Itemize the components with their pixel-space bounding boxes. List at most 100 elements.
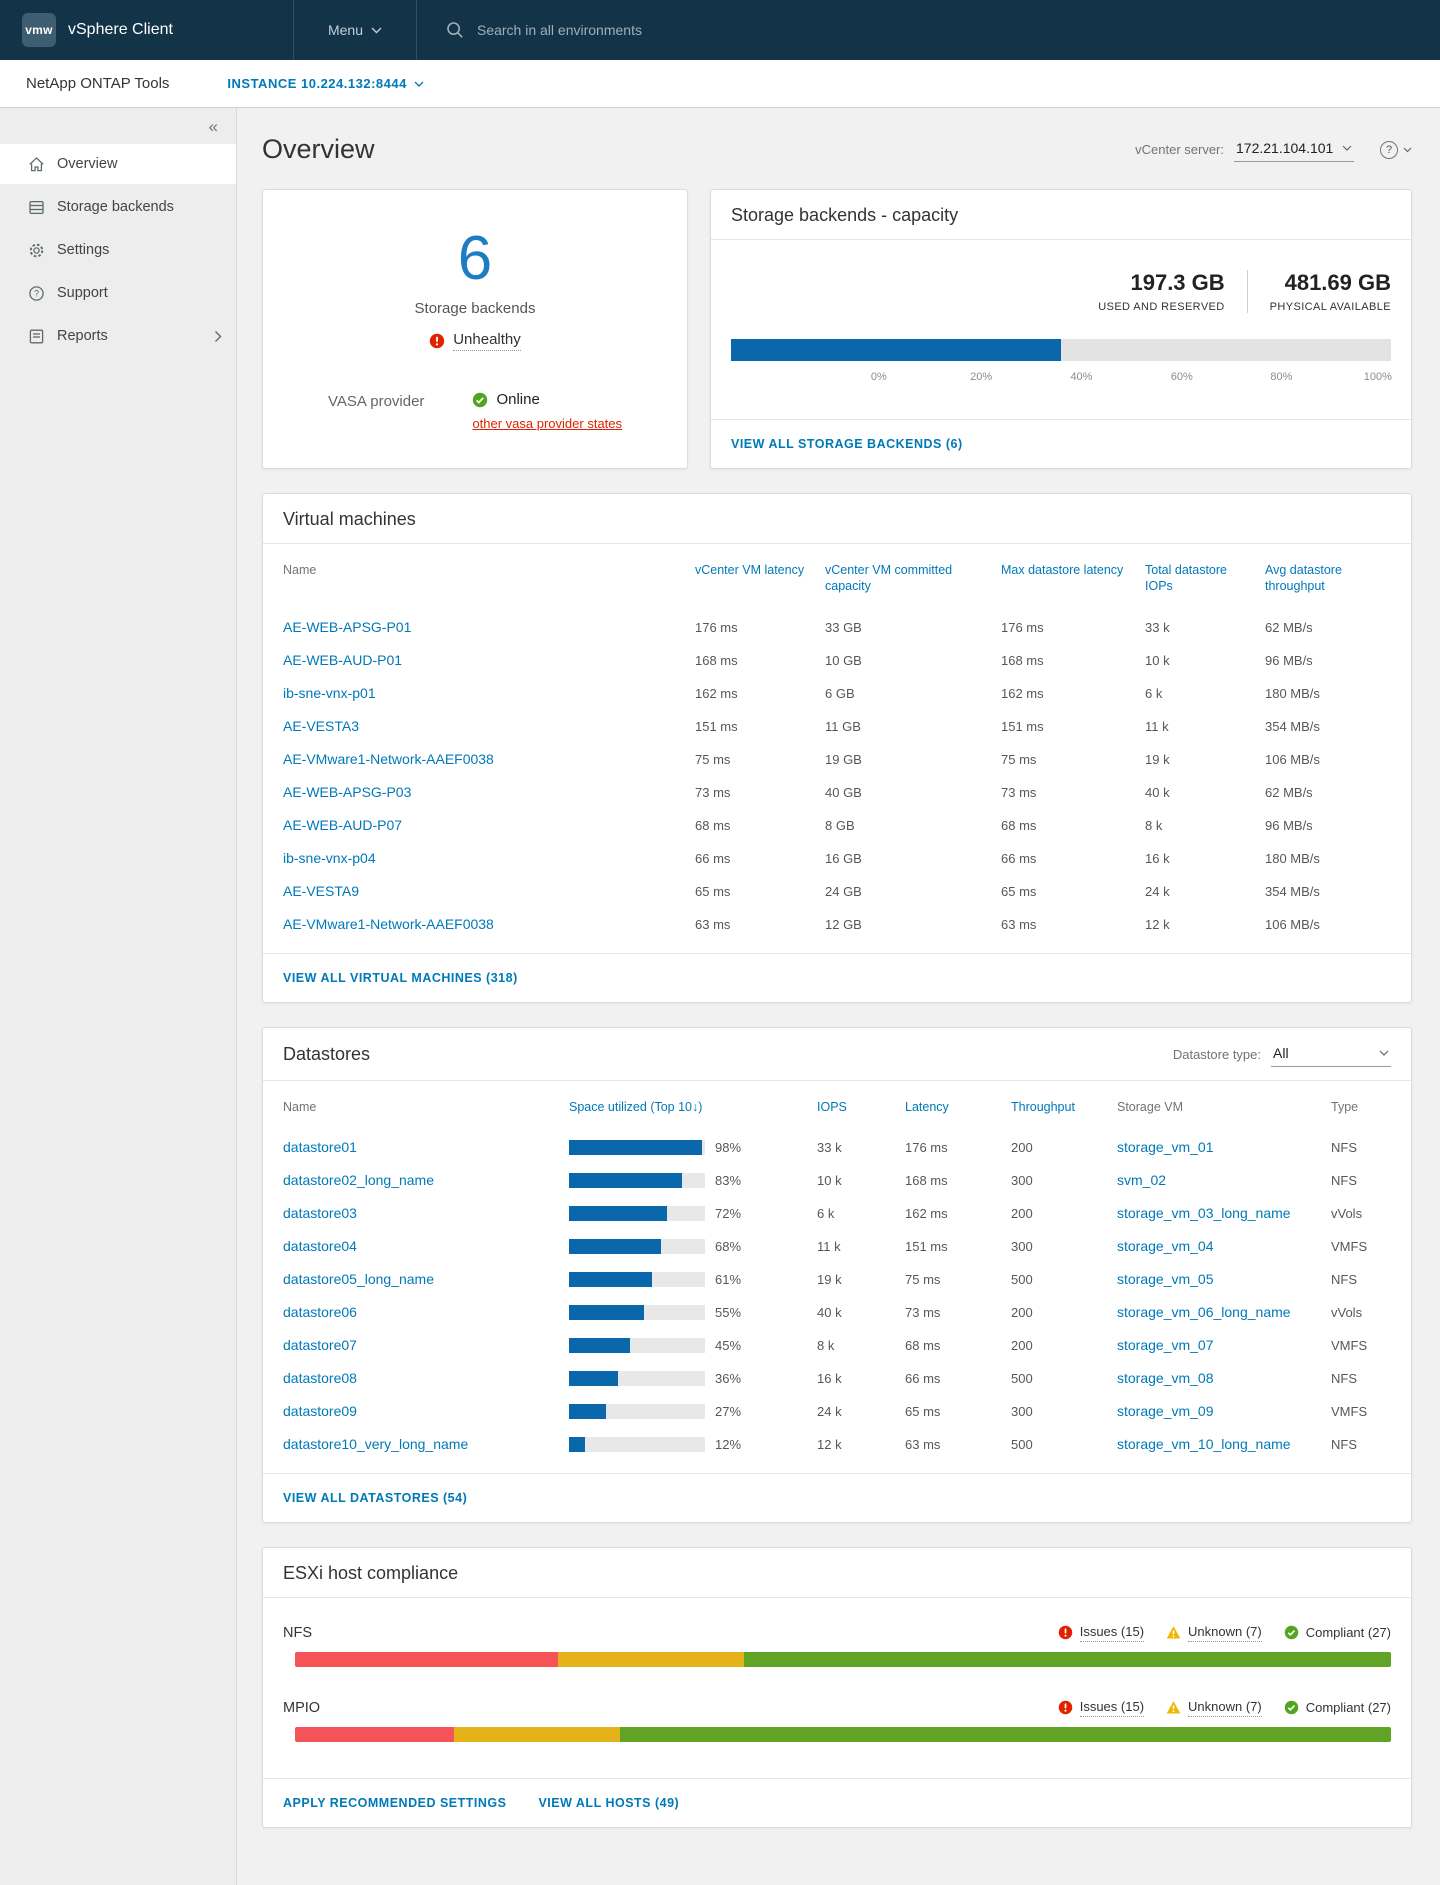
storage-vm-link[interactable]: storage_vm_03_long_name — [1117, 1205, 1291, 1222]
used-reserved-label: USED AND RESERVED — [1098, 301, 1225, 313]
vcenter-server-select[interactable]: 172.21.104.101 — [1234, 138, 1354, 162]
menu-button[interactable]: Menu — [292, 0, 417, 60]
vm-name-link[interactable]: AE-VMware1-Network-AAEF0038 — [283, 916, 494, 932]
vm-col-avg-throughput[interactable]: Avg datastore throughput — [1265, 563, 1342, 594]
unknown-count[interactable]: Unknown (7) — [1188, 1624, 1262, 1642]
capacity-progress-bar — [731, 339, 1391, 361]
ds-col-throughput[interactable]: Throughput — [1011, 1099, 1075, 1114]
vm-name-link[interactable]: AE-VMware1-Network-AAEF0038 — [283, 751, 494, 767]
datastore-name-link[interactable]: datastore04 — [283, 1238, 357, 1255]
datastore-name-link[interactable]: datastore05_long_name — [283, 1271, 435, 1288]
vm-max-latency-value: 63 ms — [1001, 916, 1037, 932]
sidebar-collapse-button[interactable]: « — [208, 116, 218, 136]
space-utilized-bar — [569, 1139, 705, 1155]
compliance-row: MPIO Issues (15) — [283, 1699, 1391, 1742]
storage-vm-link[interactable]: storage_vm_05 — [1117, 1271, 1214, 1288]
datastores-card: Datastores Datastore type: All Name Spac… — [262, 1026, 1412, 1523]
sidebar-item-label: Overview — [57, 156, 118, 172]
ds-col-iops[interactable]: IOPS — [817, 1099, 847, 1114]
storage-backends-capacity-card: Storage backends - capacity 197.3 GB USE… — [710, 189, 1412, 469]
vm-name-link[interactable]: AE-WEB-AUD-P07 — [283, 817, 403, 833]
help-menu[interactable]: ? — [1380, 140, 1412, 159]
compliant-count: Compliant (27) — [1305, 1700, 1391, 1716]
view-all-storage-backends-link[interactable]: VIEW ALL STORAGE BACKENDS (6) — [731, 437, 963, 451]
warning-icon — [1166, 1626, 1181, 1639]
table-row: datastore03 72% 6 k 162 ms 200 storage_v… — [283, 1197, 1391, 1230]
vm-name-link[interactable]: ib-sne-vnx-p01 — [283, 685, 376, 701]
space-utilized-fill — [569, 1238, 662, 1254]
storage-vm-link[interactable]: storage_vm_10_long_name — [1117, 1436, 1291, 1453]
storage-vm-link[interactable]: storage_vm_08 — [1117, 1370, 1214, 1387]
storage-vm-link[interactable]: storage_vm_06_long_name — [1117, 1304, 1291, 1321]
chevron-down-icon — [1403, 147, 1412, 152]
ds-throughput-value: 200 — [1011, 1337, 1033, 1353]
vm-col-total-iops[interactable]: Total datastore IOPs — [1145, 563, 1227, 594]
datastore-name-link[interactable]: datastore06 — [283, 1304, 357, 1321]
datastore-type-select[interactable]: All — [1271, 1043, 1391, 1067]
datastore-name-link[interactable]: datastore02_long_name — [283, 1172, 435, 1189]
main-content: Overview vCenter server: 172.21.104.101 … — [237, 108, 1440, 1885]
health-status-badge[interactable]: Unhealthy — [453, 331, 521, 351]
vm-max-latency-value: 162 ms — [1001, 685, 1044, 701]
storage-vm-link[interactable]: storage_vm_04 — [1117, 1238, 1214, 1255]
vm-name-link[interactable]: AE-VESTA3 — [283, 718, 359, 734]
ds-throughput-value: 500 — [1011, 1436, 1033, 1452]
apply-recommended-settings-link[interactable]: APPLY RECOMMENDED SETTINGS — [283, 1795, 507, 1810]
unknown-count[interactable]: Unknown (7) — [1188, 1699, 1262, 1717]
issues-count[interactable]: Issues (15) — [1079, 1624, 1145, 1642]
table-row: AE-VMware1-Network-AAEF0038 63 ms 12 GB … — [283, 908, 1391, 941]
ds-throughput-value: 500 — [1011, 1271, 1033, 1287]
vm-col-committed-capacity[interactable]: vCenter VM committed capacity — [825, 563, 953, 594]
compliance-row: NFS Issues (15) — [283, 1624, 1391, 1667]
vm-max-latency-value: 75 ms — [1001, 751, 1037, 767]
sidebar-item-storage-backends[interactable]: Storage backends — [0, 187, 236, 227]
space-utilized-bar — [569, 1271, 705, 1287]
vm-name-link[interactable]: AE-WEB-APSG-P01 — [283, 619, 412, 635]
issues-count[interactable]: Issues (15) — [1079, 1699, 1145, 1717]
vm-committed-value: 40 GB — [825, 784, 862, 800]
ds-col-space-utilized[interactable]: Space utilized (Top 10↓) — [569, 1099, 817, 1115]
home-icon — [29, 156, 44, 171]
vm-name-link[interactable]: AE-WEB-APSG-P03 — [283, 784, 412, 800]
sidebar-item-support[interactable]: ? Support — [0, 273, 236, 313]
datastore-name-link[interactable]: datastore09 — [283, 1403, 357, 1420]
ds-col-latency[interactable]: Latency — [905, 1099, 949, 1114]
compliant-legend: Compliant (27) — [1284, 1700, 1391, 1715]
sidebar-item-overview[interactable]: Overview — [0, 144, 236, 184]
datastore-name-link[interactable]: datastore03 — [283, 1205, 357, 1222]
ds-throughput-value: 200 — [1011, 1304, 1033, 1320]
vm-latency-value: 73 ms — [695, 784, 731, 800]
instance-selector[interactable]: INSTANCE 10.224.132:8444 — [227, 76, 424, 91]
other-vasa-states-link[interactable]: other vasa provider states — [472, 416, 623, 431]
ds-iops-value: 12 k — [817, 1436, 842, 1452]
datastore-name-link[interactable]: datastore08 — [283, 1370, 357, 1387]
storage-vm-link[interactable]: storage_vm_07 — [1117, 1337, 1214, 1354]
view-all-hosts-link[interactable]: VIEW ALL HOSTS (49) — [538, 1795, 680, 1810]
vm-name-link[interactable]: ib-sne-vnx-p04 — [283, 850, 376, 866]
sidebar-item-settings[interactable]: Settings — [0, 230, 236, 270]
vm-col-max-ds-latency[interactable]: Max datastore latency — [1001, 563, 1124, 577]
datastore-name-link[interactable]: datastore10_very_long_name — [283, 1436, 469, 1453]
storage-vm-link[interactable]: storage_vm_09 — [1117, 1403, 1214, 1420]
vm-card-title: Virtual machines — [283, 509, 416, 529]
view-all-vms-link[interactable]: VIEW ALL VIRTUAL MACHINES (318) — [283, 970, 518, 985]
datastore-name-link[interactable]: datastore01 — [283, 1139, 357, 1156]
ds-throughput-value: 300 — [1011, 1403, 1033, 1419]
vm-name-link[interactable]: AE-WEB-AUD-P01 — [283, 652, 403, 668]
vm-iops-value: 12 k — [1145, 916, 1170, 932]
vm-col-vcenter-latency[interactable]: vCenter VM latency — [695, 563, 805, 577]
view-all-datastores-link[interactable]: VIEW ALL DATASTORES (54) — [283, 1490, 468, 1505]
storage-vm-link[interactable]: storage_vm_01 — [1117, 1139, 1214, 1156]
storage-vm-link[interactable]: svm_02 — [1117, 1172, 1167, 1189]
vm-latency-value: 151 ms — [695, 718, 738, 734]
global-search-input[interactable] — [476, 22, 897, 38]
sidebar-item-reports[interactable]: Reports — [0, 316, 236, 356]
error-icon — [1058, 1626, 1072, 1640]
ds-latency-value: 75 ms — [905, 1271, 941, 1287]
datastore-name-link[interactable]: datastore07 — [283, 1337, 357, 1354]
space-utilized-fill — [569, 1172, 682, 1188]
table-row: datastore05_long_name 61% 19 k 75 ms 500… — [283, 1263, 1391, 1296]
storage-icon — [29, 200, 44, 214]
storage-backends-count: 6 — [457, 224, 493, 293]
vm-name-link[interactable]: AE-VESTA9 — [283, 883, 359, 899]
